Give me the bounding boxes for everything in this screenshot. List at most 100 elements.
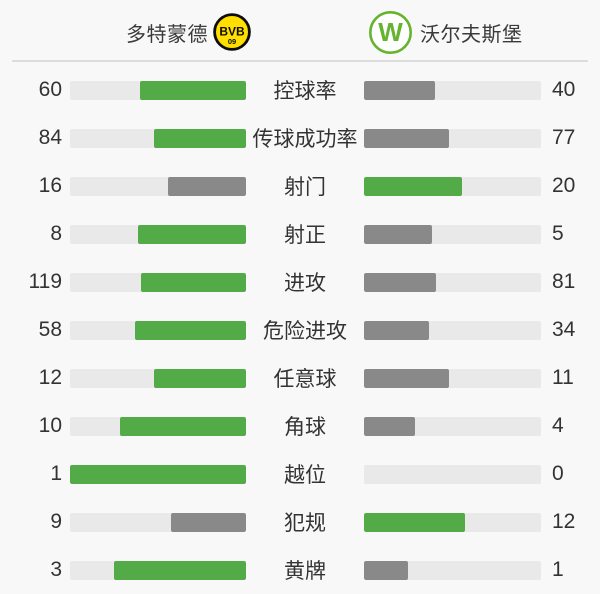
home-value: 58	[38, 318, 62, 341]
stat-row: 60 控球率 40	[0, 66, 600, 114]
stat-row: 119 进攻 81	[0, 258, 600, 306]
away-team-name: 沃尔夫斯堡	[420, 23, 523, 46]
home-bar	[70, 176, 246, 196]
stat-label: 黄牌	[284, 560, 326, 583]
stat-row: 1 越位 0	[0, 450, 600, 498]
home-bar	[70, 416, 246, 436]
away-value: 20	[552, 174, 576, 197]
away-value: 34	[552, 318, 576, 341]
home-bar-fill	[140, 80, 246, 100]
home-value: 12	[38, 366, 62, 389]
home-value: 16	[38, 174, 62, 197]
away-value: 77	[552, 126, 576, 149]
wolfsburg-circle	[368, 10, 413, 54]
home-value: 1	[50, 462, 62, 485]
away-bar-fill	[364, 368, 449, 388]
header: 多特蒙德 BVB 09 W 沃尔夫斯堡	[0, 0, 600, 60]
home-bar-fill	[120, 416, 246, 436]
away-bar	[364, 128, 541, 148]
away-team: W 沃尔夫斯堡	[368, 10, 523, 55]
away-bar-fill	[364, 512, 466, 532]
home-bar	[70, 80, 246, 100]
away-bar	[364, 320, 541, 340]
away-bar-fill	[364, 416, 415, 436]
home-bar	[70, 272, 246, 292]
stat-label: 越位	[284, 464, 326, 487]
away-bar	[364, 272, 541, 292]
away-value: 81	[552, 270, 576, 293]
home-value: 9	[50, 510, 62, 533]
bvb-logo-text: BVB	[219, 25, 245, 39]
away-value: 4	[552, 414, 564, 437]
home-bar-fill	[135, 320, 246, 340]
away-bar	[364, 176, 541, 196]
away-bar-fill	[364, 272, 436, 292]
home-bar-fill	[114, 560, 246, 580]
away-value: 0	[552, 462, 564, 485]
home-value: 84	[38, 126, 62, 149]
stat-label: 射门	[284, 176, 326, 199]
header-divider	[12, 60, 588, 62]
away-bar-fill	[364, 320, 430, 340]
away-value: 12	[552, 510, 576, 533]
stat-row: 84 传球成功率 77	[0, 114, 600, 162]
away-bar	[364, 80, 541, 100]
bvb-logo-subtext: 09	[228, 37, 236, 46]
stat-label: 射正	[284, 224, 326, 247]
bvb-dortmund-logo-icon: BVB 09	[213, 13, 251, 51]
home-bar-fill	[154, 128, 246, 148]
home-bar-fill	[154, 368, 246, 388]
stats-list: 60 控球率 40 84 传球成功率 77 16 射门 20 8	[0, 62, 600, 594]
stat-row: 58 危险进攻 34	[0, 306, 600, 354]
bvb-circle	[213, 13, 251, 51]
home-bar	[70, 464, 246, 484]
home-value: 60	[38, 78, 62, 101]
away-value: 40	[552, 78, 576, 101]
away-bar-fill	[364, 224, 433, 244]
home-value: 119	[28, 270, 62, 293]
stat-row: 16 射门 20	[0, 162, 600, 210]
away-bar	[364, 464, 541, 484]
wolfsburg-logo-letter: W	[378, 17, 403, 47]
stat-label: 进攻	[284, 272, 326, 295]
away-value: 11	[552, 366, 574, 389]
home-bar	[70, 560, 246, 580]
stat-row: 10 角球 4	[0, 402, 600, 450]
away-value: 5	[552, 222, 564, 245]
stat-label: 传球成功率	[252, 128, 358, 151]
stat-row: 12 任意球 11	[0, 354, 600, 402]
away-bar-fill	[364, 80, 435, 100]
home-team: 多特蒙德 BVB 09	[126, 13, 251, 51]
home-bar	[70, 512, 246, 532]
stat-row: 3 黄牌 1	[0, 546, 600, 594]
home-value: 8	[50, 222, 62, 245]
home-bar	[70, 224, 246, 244]
home-bar	[70, 320, 246, 340]
home-value: 3	[50, 558, 62, 581]
stat-label: 任意球	[273, 368, 337, 391]
away-value: 1	[552, 558, 564, 581]
home-bar-fill	[137, 224, 246, 244]
stat-row: 8 射正 5	[0, 210, 600, 258]
home-bar-fill	[70, 464, 246, 484]
home-team-name: 多特蒙德	[126, 23, 208, 46]
away-bar	[364, 224, 541, 244]
away-bar-fill	[364, 560, 409, 580]
wolfsburg-logo-icon: W	[368, 10, 413, 54]
stat-label: 危险进攻	[263, 320, 347, 343]
home-bar	[70, 128, 246, 148]
home-bar-fill	[141, 272, 246, 292]
stat-label: 角球	[284, 416, 326, 439]
stat-label: 犯规	[284, 512, 326, 535]
stat-label: 控球率	[273, 80, 337, 103]
home-bar-fill	[170, 512, 246, 532]
home-bar	[70, 368, 246, 388]
home-bar-fill	[167, 176, 246, 196]
away-bar	[364, 560, 541, 580]
away-bar	[364, 368, 541, 388]
home-value: 10	[38, 414, 62, 437]
away-bar-fill	[364, 128, 449, 148]
away-bar-fill	[364, 176, 463, 196]
away-bar	[364, 512, 541, 532]
